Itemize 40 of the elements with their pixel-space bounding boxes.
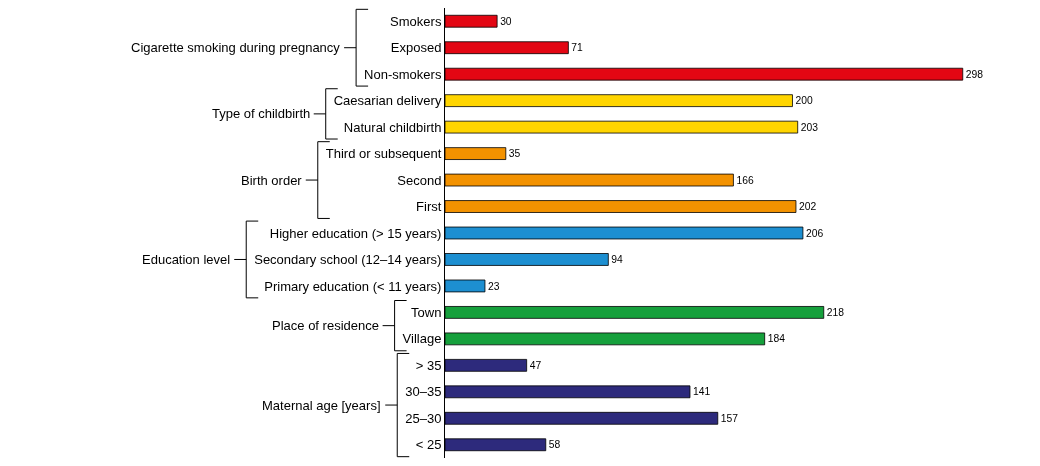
data-label: 184: [767, 333, 786, 345]
data-label: 58: [548, 439, 561, 451]
data-label: 202: [798, 201, 817, 213]
y-tick-label: 30–35: [405, 384, 442, 400]
data-label: 298: [965, 68, 984, 80]
y-tick-label: Higher education (> 15 years): [269, 225, 442, 241]
data-label: 203: [800, 121, 819, 133]
y-tick-label: Non-smokers: [364, 66, 442, 82]
y-tick-label: Natural childbirth: [343, 119, 442, 135]
y-tick-label: Second: [397, 172, 442, 188]
data-label: 218: [826, 306, 845, 318]
y-tick-label: Exposed: [390, 40, 442, 56]
y-tick-label: < 25: [415, 437, 442, 453]
data-label: 200: [795, 95, 813, 107]
data-label: 23: [487, 280, 500, 292]
y-tick-label: Third or subsequent: [325, 146, 442, 162]
y-tick-label: > 35: [415, 357, 442, 373]
data-label: 206: [805, 227, 824, 239]
legend-label: Cigarette smoking during pregnancy: [131, 40, 341, 55]
legend-label: Type of childbirth: [212, 106, 311, 121]
y-tick-label: Village: [402, 331, 442, 347]
y-tick-label: Primary education (< 11 years): [264, 278, 442, 294]
data-label: 35: [508, 148, 521, 160]
y-tick-label: First: [416, 199, 442, 215]
y-tick-label: Caesarian delivery: [333, 93, 442, 109]
data-label: 94: [611, 254, 624, 266]
legend-label: Education level: [142, 252, 231, 267]
data-label: 71: [571, 42, 584, 54]
y-tick-label: Smokers: [390, 13, 442, 29]
legend-label: Birth order: [241, 173, 303, 188]
legend-label: Maternal age [years]: [262, 398, 381, 413]
legend-label: Place of residence: [272, 318, 379, 333]
data-label: 166: [736, 174, 754, 186]
data-label: 30: [500, 15, 512, 27]
data-label: 47: [529, 359, 542, 371]
data-label: 157: [720, 412, 739, 424]
y-tick-label: Secondary school (12–14 years): [254, 252, 442, 268]
data-label: 141: [692, 386, 711, 398]
y-tick-label: 25–30: [405, 410, 442, 426]
y-tick-label: Town: [411, 304, 442, 320]
